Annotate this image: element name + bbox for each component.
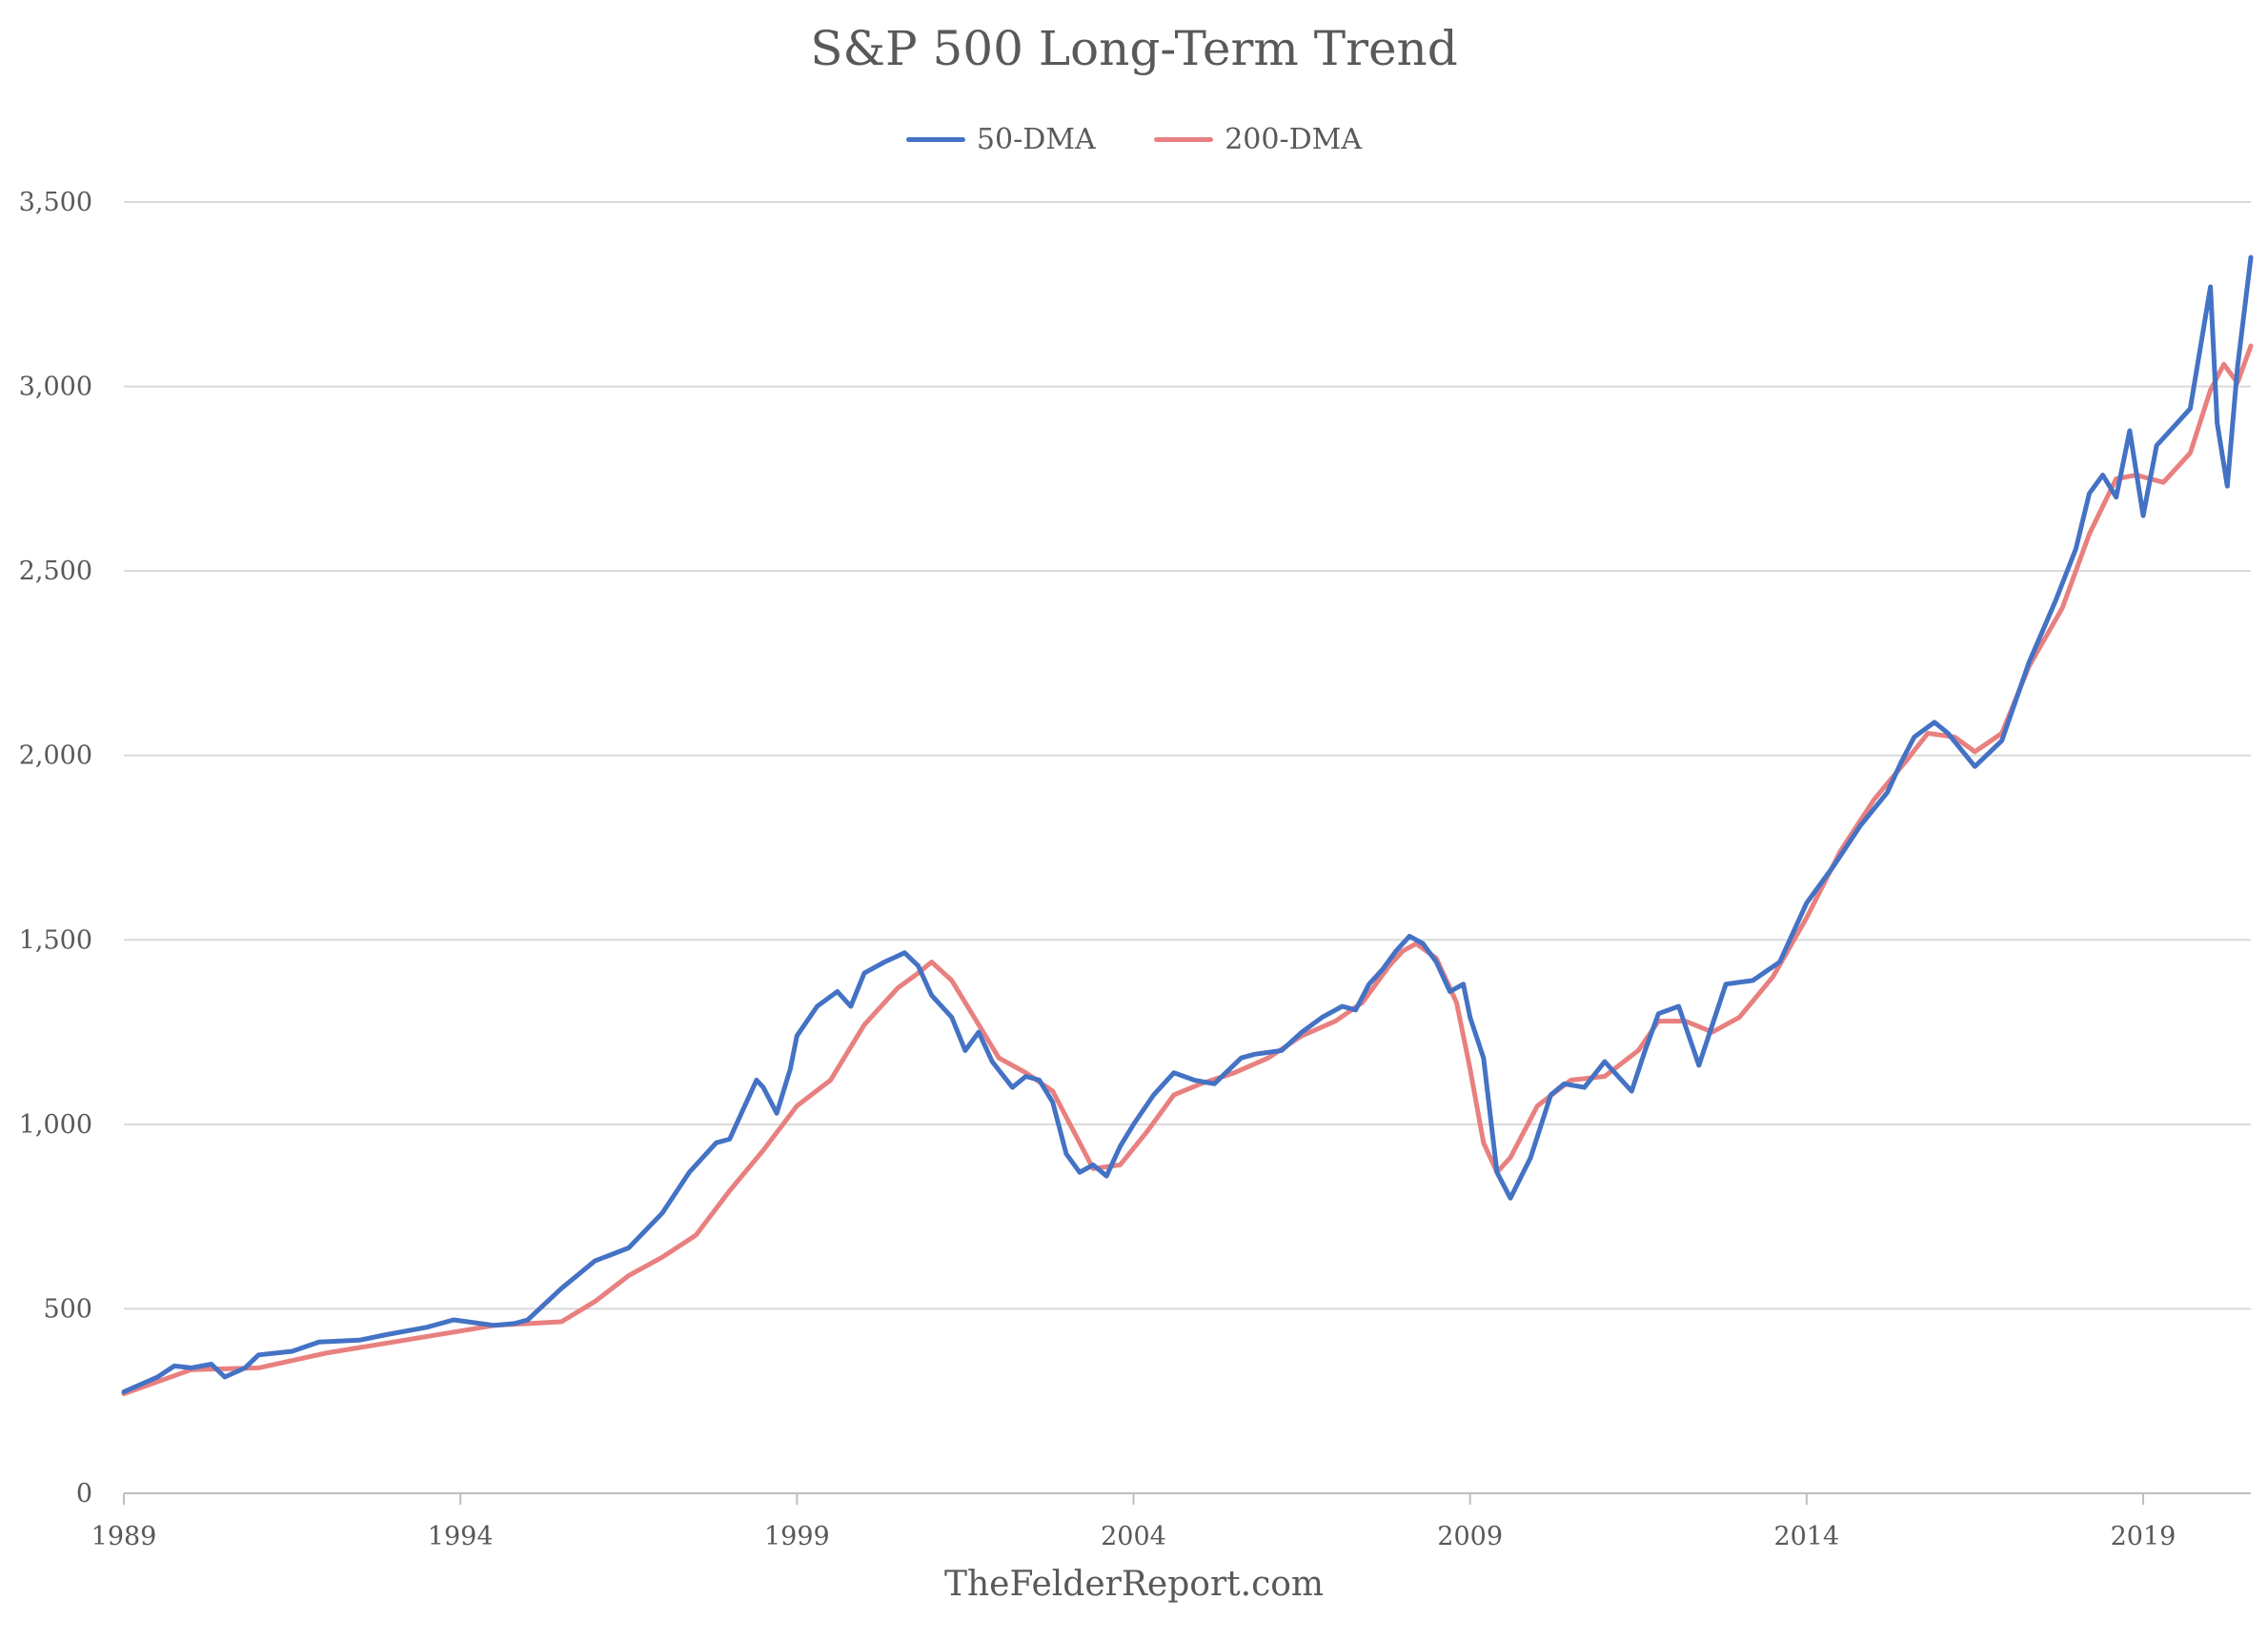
y-tick-label-0: 0 <box>76 1479 92 1509</box>
x-tick-label-1999: 1999 <box>764 1522 830 1551</box>
x-tick-label-1994: 1994 <box>428 1522 494 1551</box>
legend: 50-DMA 200-DMA <box>0 116 2268 156</box>
legend-item-50-dma: 50-DMA <box>905 123 1096 156</box>
legend-swatch-200-dma <box>1154 137 1214 142</box>
y-tick-labels: 0 500 1,000 1,500 2,000 2,500 3,000 3,500 <box>19 188 92 1509</box>
series-lines <box>121 254 2254 1396</box>
legend-label-50-dma: 50-DMA <box>976 123 1096 156</box>
x-tick-label-2019: 2019 <box>2111 1522 2177 1551</box>
legend-swatch-50-dma <box>905 137 965 142</box>
legend-label-200-dma: 200-DMA <box>1225 123 1363 156</box>
y-tick-label-2000: 2,000 <box>19 741 92 771</box>
x-tick-label-2014: 2014 <box>1773 1522 1839 1551</box>
y-tick-label-1500: 1,500 <box>19 925 92 955</box>
chart-title: S&P 500 Long-Term Trend <box>810 21 1458 76</box>
series-line-50-dma <box>121 254 2254 1394</box>
legend-item-200-dma: 200-DMA <box>1154 123 1362 156</box>
y-tick-label-1000: 1,000 <box>19 1110 92 1140</box>
series-line-200-dma <box>121 343 2254 1396</box>
x-tick-label-2009: 2009 <box>1437 1522 1503 1551</box>
x-axis <box>123 1492 2251 1505</box>
x-tick-labels: 1989 1994 1999 2004 2009 2014 2019 <box>91 1522 2177 1551</box>
grid-lines <box>124 201 2251 1310</box>
y-tick-label-3000: 3,000 <box>19 373 92 402</box>
x-tick-label-1989: 1989 <box>91 1522 157 1551</box>
x-tick-label-2004: 2004 <box>1101 1522 1166 1551</box>
source-credit: TheFelderReport.com <box>943 1565 1325 1604</box>
y-tick-label-500: 500 <box>43 1294 92 1324</box>
y-tick-label-3500: 3,500 <box>19 188 92 217</box>
y-tick-label-2500: 2,500 <box>19 557 92 586</box>
